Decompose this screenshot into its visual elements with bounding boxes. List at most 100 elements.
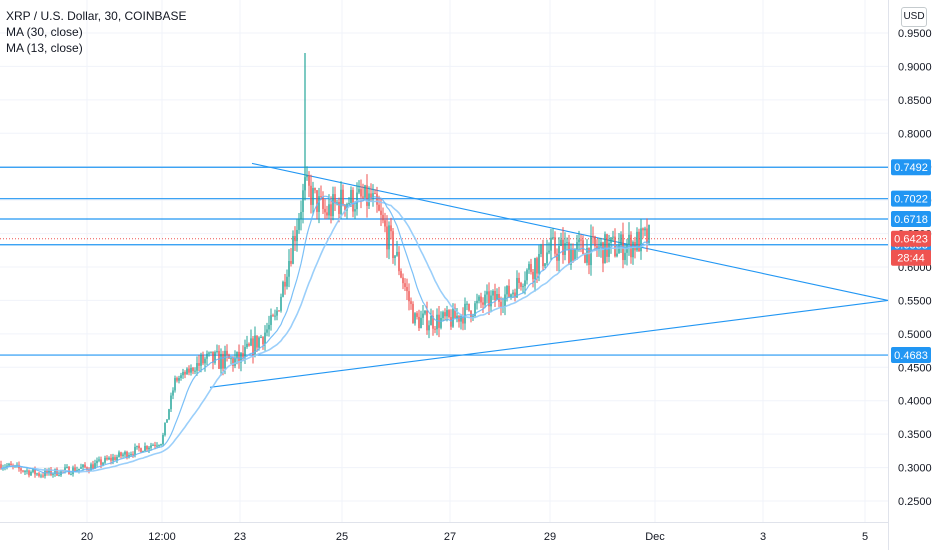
candle-body [210,351,212,353]
candle-body [452,308,454,327]
candle-body [506,285,508,295]
candle-body [418,316,420,329]
candle-body [372,193,374,200]
candle-body [6,465,8,467]
candle-body [620,234,622,246]
candle-body [290,261,292,264]
candle-body [88,469,90,471]
candle-body [398,251,400,272]
candle-body [26,470,28,472]
candle-body [406,286,408,292]
grid [0,0,888,522]
candle-body [530,264,532,272]
candle-body [540,244,542,254]
candle-body [308,175,310,186]
candle-body [30,471,32,476]
candle-body [202,355,204,364]
candle-body [332,194,334,217]
candle-body [566,242,568,244]
x-tick-label: 3 [760,531,766,543]
candle-body [200,355,202,366]
candle-body [608,242,610,257]
candle-body [444,312,446,317]
svg-text:0.6423: 0.6423 [894,234,928,246]
candle-body [46,470,48,474]
candle-body [470,310,472,318]
candle-body [102,462,104,465]
candle-body [454,308,456,319]
candle-body [120,452,122,456]
candle-body [28,470,30,476]
candle-body [222,353,224,369]
candle-body [234,357,236,366]
candle-body [366,185,368,206]
lower-trendline[interactable] [209,299,889,388]
candle-body [114,457,116,461]
candle-body [552,237,554,239]
candle-body [382,214,384,221]
svg-text:0.7492: 0.7492 [894,162,928,174]
candle-body [584,254,586,263]
candle-body [548,250,550,253]
candle-body [572,249,574,261]
candle-body [628,234,630,245]
candle-body [494,290,496,301]
candle-body [514,292,516,298]
candle-body [258,337,260,348]
candle-body [206,353,208,359]
candle-body [324,208,326,213]
candle-body [300,211,302,219]
candle-body [508,285,510,298]
candle-body [96,460,98,464]
candle-body [396,251,398,256]
candle-body [424,310,426,314]
candle-body [512,292,514,295]
candle-body [166,419,168,423]
candle-body [318,196,320,212]
candle-body [312,188,314,205]
candle-body [338,201,340,214]
x-tick-label: 5 [862,531,868,543]
candle-body [544,263,546,267]
candle-body [322,197,324,209]
candle-body [600,242,602,247]
candle-body [498,293,500,302]
candle-body [524,280,526,287]
candle-body [34,469,36,475]
candle-body [618,245,620,254]
candle-body [264,332,266,344]
candle-body [642,228,644,231]
y-tick-label: 0.3500 [898,429,932,441]
candle-body [232,358,234,366]
candle-body [138,445,140,449]
candle-body [254,335,256,355]
candle-body [484,294,486,305]
candle-body [156,445,158,447]
candle-body [296,229,298,242]
candle-body [476,300,478,304]
candle-body [414,313,416,324]
candle-body [218,351,220,369]
candle-body [250,338,252,346]
candle-body [582,240,584,255]
candle-body [384,220,386,227]
candle-body [168,409,170,420]
candle-body [320,196,322,198]
upper-trendline[interactable] [251,162,889,301]
candle-body [350,189,352,204]
candle-body [360,189,362,197]
candle-body [380,210,382,215]
candle-body [286,276,288,287]
candle-body [8,463,10,466]
candle-body [252,338,254,355]
candle-body [74,467,76,472]
svg-text:0.6718: 0.6718 [894,214,928,226]
candle-body [562,239,564,255]
candle-body [648,225,650,244]
candle-body [316,190,318,212]
candle-body [574,249,576,261]
candle-body [238,351,240,363]
candle-body [480,296,482,303]
currency-button[interactable]: USD [901,7,927,27]
